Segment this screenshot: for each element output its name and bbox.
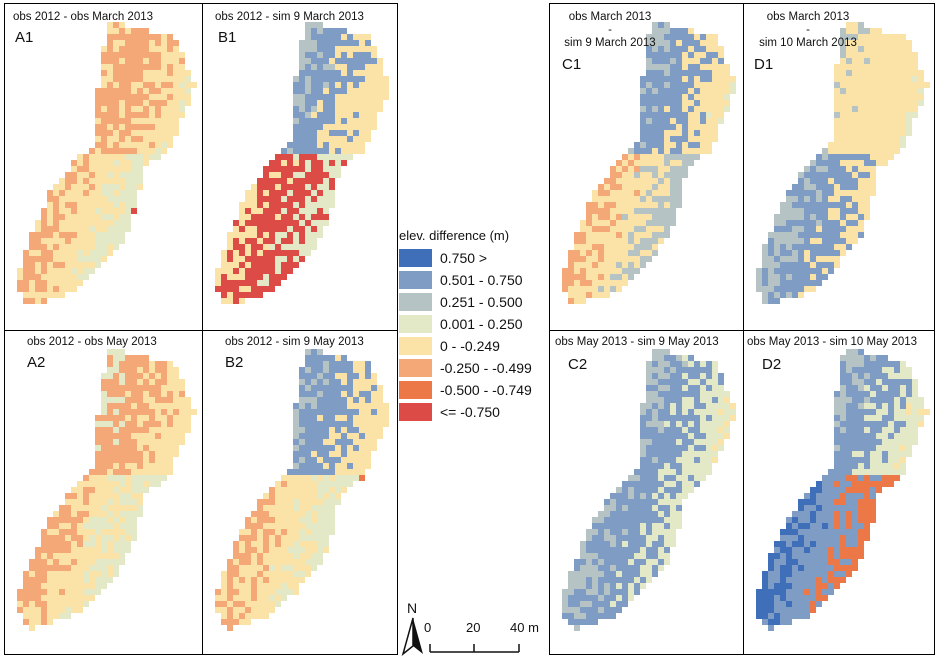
raster-cells [17,22,197,304]
panel-title-c1-line2: - [608,24,612,36]
raster-cells [756,349,930,631]
map-a1 [17,22,197,304]
map-panel-c1: obs March 2013 - sim 9 March 2013 C1 [549,3,744,331]
panel-title-b1: obs 2012 - sim 9 March 2013 [215,11,364,23]
north-arrow-icon [401,617,423,656]
scale-tick-40: 40 m [510,620,539,635]
legend-swatch [399,293,432,311]
panel-title-d1-line2: - [806,24,810,36]
legend-label: 0.001 - 0.250 [440,316,523,332]
raster-cells [756,22,930,304]
legend-label: 0.501 - 0.750 [440,272,523,288]
legend-label: 0.251 - 0.500 [440,294,523,310]
map-b2 [215,349,389,631]
legend-label: -0.250 - -0.499 [440,360,532,376]
raster-cells [562,22,736,304]
north-arrow: N [401,600,427,656]
north-label: N [407,600,418,616]
panel-title-d1-line1: obs March 2013 [766,11,850,23]
scale-tick-0: 0 [424,620,432,635]
legend-swatch [399,337,432,355]
panel-label-b2: B2 [225,354,244,371]
panel-label-b1: B1 [218,29,237,46]
legend-swatch [399,359,432,377]
map-panel-b2: obs 2012 - sim 9 May 2013 B2 [202,330,398,655]
raster-cells [562,349,736,631]
legend-swatch [399,315,432,333]
map-a2 [17,349,197,631]
legend-item: -0.500 - -0.749 [399,379,549,401]
map-c2 [562,349,736,631]
scale-tick-20: 20 [466,620,481,635]
raster-cells [215,349,389,631]
map-d1 [756,22,930,304]
panel-title-c1-line1: obs March 2013 [568,11,652,23]
legend-item: 0.501 - 0.750 [399,269,549,291]
legend-item: -0.250 - -0.499 [399,357,549,379]
legend-item: <= -0.750 [399,401,549,423]
map-c1 [562,22,736,304]
legend-item: 0.251 - 0.500 [399,291,549,313]
scale-bar-line [429,644,520,653]
legend-swatch [399,271,432,289]
legend: elev. difference (m) 0.750 > 0.501 - 0.75… [399,228,549,423]
panel-title-a2: obs 2012 - obs May 2013 [27,336,157,348]
panel-label-a1: A1 [15,29,34,46]
legend-rows: 0.750 > 0.501 - 0.750 0.251 - 0.500 0.001 -… [399,247,549,423]
legend-label: 0.750 > [440,250,488,266]
legend-item: 0.001 - 0.250 [399,313,549,335]
map-b1 [215,22,389,304]
legend-swatch [399,381,432,399]
map-panel-c2: obs May 2013 - sim 9 May 2013 C2 [549,330,744,655]
panel-title-d1-line3: sim 10 March 2013 [759,37,857,49]
panel-title-d1: obs March 2013 - sim 10 March 2013 [744,11,872,50]
legend-item: 0.750 > [399,247,549,269]
map-panel-a2: obs 2012 - obs May 2013 A2 [4,330,203,655]
raster-cells [17,349,197,631]
panel-title-c1-line3: sim 9 March 2013 [564,37,656,49]
legend-item: 0 - -0.249 [399,335,549,357]
panel-label-d2: D2 [762,356,782,373]
legend-swatch [399,249,432,267]
panel-label-a2: A2 [27,354,46,371]
map-panel-d2: obs May 2013 - sim 10 May 2013 D2 [743,330,935,655]
map-d2 [756,349,930,631]
map-panel-d1: obs March 2013 - sim 10 March 2013 D1 [743,3,935,331]
panel-title-c2: obs May 2013 - sim 9 May 2013 [555,336,719,348]
legend-title: elev. difference (m) [399,228,510,243]
panel-title-d2: obs May 2013 - sim 10 May 2013 [747,336,918,348]
legend-label: <= -0.750 [440,404,500,420]
panel-title-b2: obs 2012 - sim 9 May 2013 [225,336,364,348]
map-panel-b1: obs 2012 - sim 9 March 2013 B1 [202,3,398,331]
scale-bar: 0 20 40 m [420,620,550,656]
legend-swatch [399,403,432,421]
panel-title-a1: obs 2012 - obs March 2013 [13,11,154,23]
panel-label-c1: C1 [562,56,582,73]
legend-label: -0.500 - -0.749 [440,382,532,398]
legend-label: 0 - -0.249 [440,338,500,354]
panel-label-d1: D1 [754,56,774,73]
panel-title-c1: obs March 2013 - sim 9 March 2013 [550,11,670,50]
panel-label-c2: C2 [568,356,588,373]
raster-cells [215,22,389,304]
map-panel-a1: obs 2012 - obs March 2013 A1 [4,3,203,331]
